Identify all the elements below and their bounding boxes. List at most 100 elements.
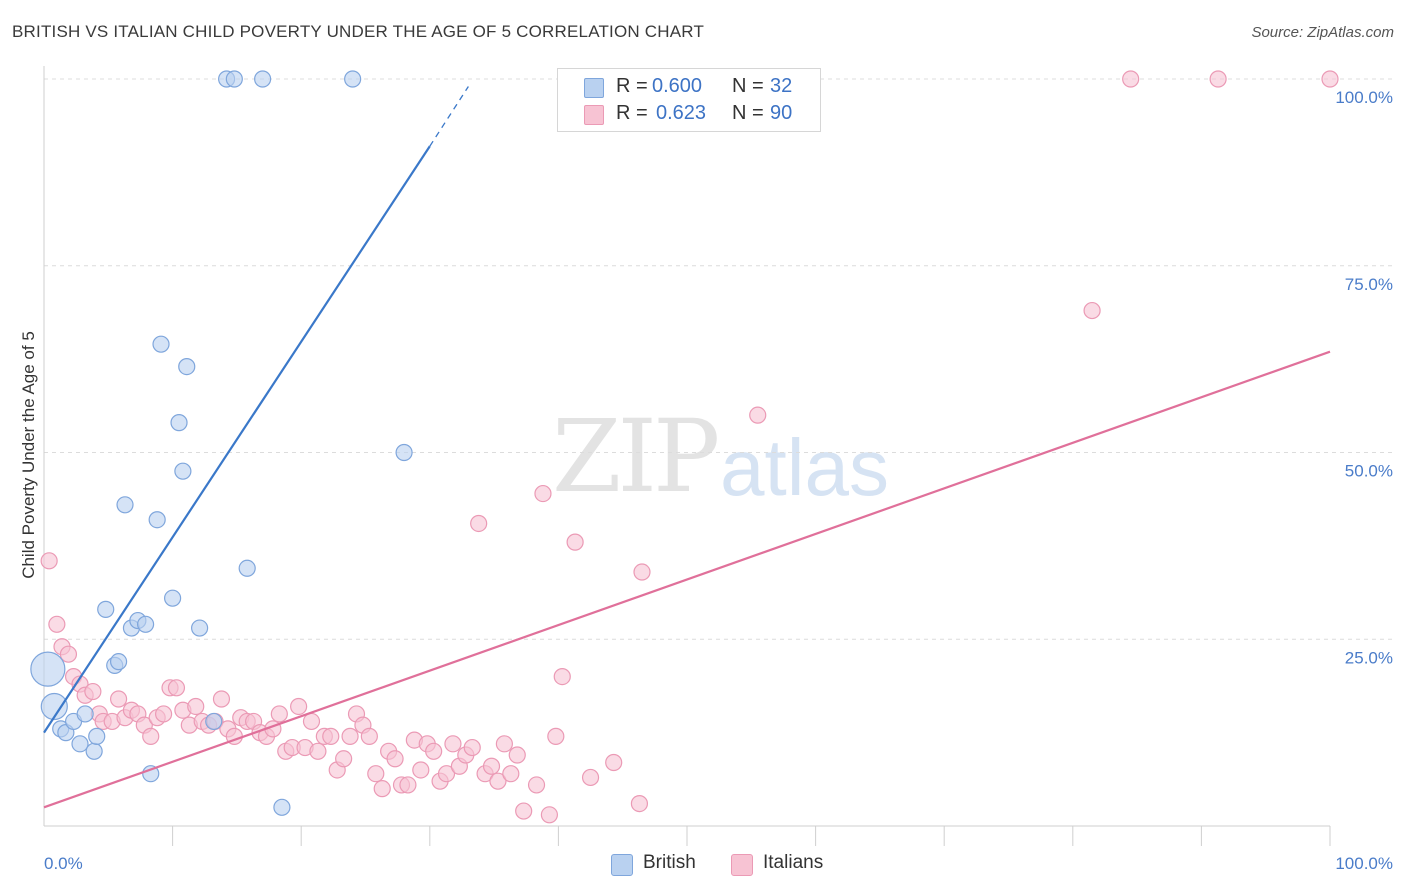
- italians-point: [302, 712, 321, 731]
- italians-point: [425, 742, 443, 760]
- british-point: [344, 70, 362, 88]
- italians-r-value: 0.623: [656, 102, 707, 124]
- italians-point: [749, 406, 767, 424]
- british-legend-label: British: [643, 852, 696, 873]
- italians-point: [547, 727, 565, 745]
- british-swatch: [584, 78, 604, 98]
- british-point: [71, 735, 89, 753]
- italians-point: [84, 682, 102, 701]
- y-tick-label: 75.0%: [1345, 275, 1393, 294]
- british-point: [191, 619, 209, 637]
- italians-legend-label: Italians: [763, 852, 824, 873]
- y-tick-label: 25.0%: [1345, 648, 1393, 667]
- italians-point: [566, 533, 584, 551]
- italians-point: [463, 738, 481, 757]
- italians-point: [373, 780, 391, 798]
- italians-points: [40, 70, 1339, 824]
- british-point: [238, 559, 256, 577]
- x-tick-label-max: 100.0%: [1335, 854, 1393, 873]
- british-point: [164, 589, 182, 607]
- y-axis-label: Child Poverty Under the Age of 5: [19, 331, 38, 579]
- italians-point: [399, 776, 417, 794]
- italians-point: [605, 753, 623, 772]
- watermark-atlas: atlas: [720, 423, 889, 512]
- british-point: [225, 70, 243, 88]
- british-point: [170, 414, 188, 432]
- british-point: [136, 615, 155, 633]
- italians-n-label: N =: [732, 102, 764, 124]
- italians-point: [142, 727, 160, 745]
- italians-point: [360, 727, 378, 745]
- british-trend-line: [43, 145, 431, 734]
- italians-point: [633, 563, 651, 581]
- italians-point: [527, 776, 546, 794]
- watermark-zip: ZIP: [552, 398, 720, 515]
- british-n-label: N =: [732, 75, 764, 97]
- grid-lines: [44, 78, 1395, 640]
- italians-n-value: 90: [770, 102, 793, 124]
- x-tick-label-min: 0.0%: [44, 854, 83, 873]
- italians-point: [187, 697, 205, 716]
- italians-point: [322, 727, 340, 745]
- british-r-label: R =: [616, 75, 648, 97]
- italians-point: [495, 735, 513, 753]
- italians-point: [167, 679, 186, 697]
- british-legend-swatch: [611, 854, 633, 876]
- british-point: [178, 357, 196, 376]
- italians-point: [40, 552, 58, 570]
- british-point: [30, 651, 66, 687]
- italians-point: [270, 705, 288, 723]
- italians-point: [534, 484, 552, 503]
- italians-point: [540, 806, 558, 824]
- british-point: [88, 727, 106, 745]
- italians-point: [309, 742, 327, 760]
- italians-point: [1209, 70, 1227, 88]
- italians-point: [290, 697, 308, 716]
- y-tick-label: 100.0%: [1335, 88, 1393, 107]
- chart-title: BRITISH VS ITALIAN CHILD POVERTY UNDER T…: [12, 22, 705, 41]
- italians-point: [470, 514, 488, 533]
- italians-point: [581, 768, 600, 787]
- british-point: [254, 70, 272, 88]
- italians-point: [59, 645, 78, 663]
- british-points: [30, 70, 413, 816]
- correlation-legend: R = 0.600 N = 32 R = 0.623 N = 90: [557, 68, 821, 132]
- italians-point: [1122, 70, 1140, 88]
- italians-point: [482, 757, 501, 775]
- italians-legend-swatch: [731, 854, 753, 876]
- italians-trend-line: [43, 350, 1331, 809]
- british-point: [273, 798, 291, 816]
- british-point: [85, 742, 103, 760]
- italians-point: [489, 772, 507, 790]
- italians-point: [515, 802, 533, 820]
- italians-point: [630, 794, 649, 813]
- british-point: [116, 496, 134, 514]
- british-point: [205, 712, 223, 731]
- british-trend-extension: [429, 86, 469, 147]
- italians-point: [553, 667, 571, 686]
- italians-point: [367, 765, 385, 783]
- trend-lines: [43, 86, 1331, 809]
- british-point: [97, 600, 115, 618]
- italians-point: [386, 750, 404, 768]
- italians-point: [109, 690, 128, 708]
- italians-point: [412, 761, 430, 779]
- british-point: [395, 443, 413, 462]
- italians-point: [212, 690, 231, 708]
- british-point: [148, 511, 166, 529]
- italians-point: [335, 750, 353, 768]
- source-credit: Source: ZipAtlas.com: [1251, 24, 1394, 41]
- italians-point: [154, 705, 173, 723]
- british-point: [174, 462, 192, 480]
- italians-point: [341, 727, 359, 745]
- italians-swatch: [584, 105, 604, 125]
- british-point: [109, 653, 128, 671]
- y-tick-label: 50.0%: [1345, 462, 1393, 481]
- italians-point: [1321, 70, 1339, 88]
- italians-point: [48, 615, 66, 633]
- british-n-value: 32: [770, 75, 793, 97]
- italians-point: [444, 735, 462, 753]
- italians-point: [1083, 301, 1101, 320]
- british-r-value: 0.600: [652, 75, 703, 97]
